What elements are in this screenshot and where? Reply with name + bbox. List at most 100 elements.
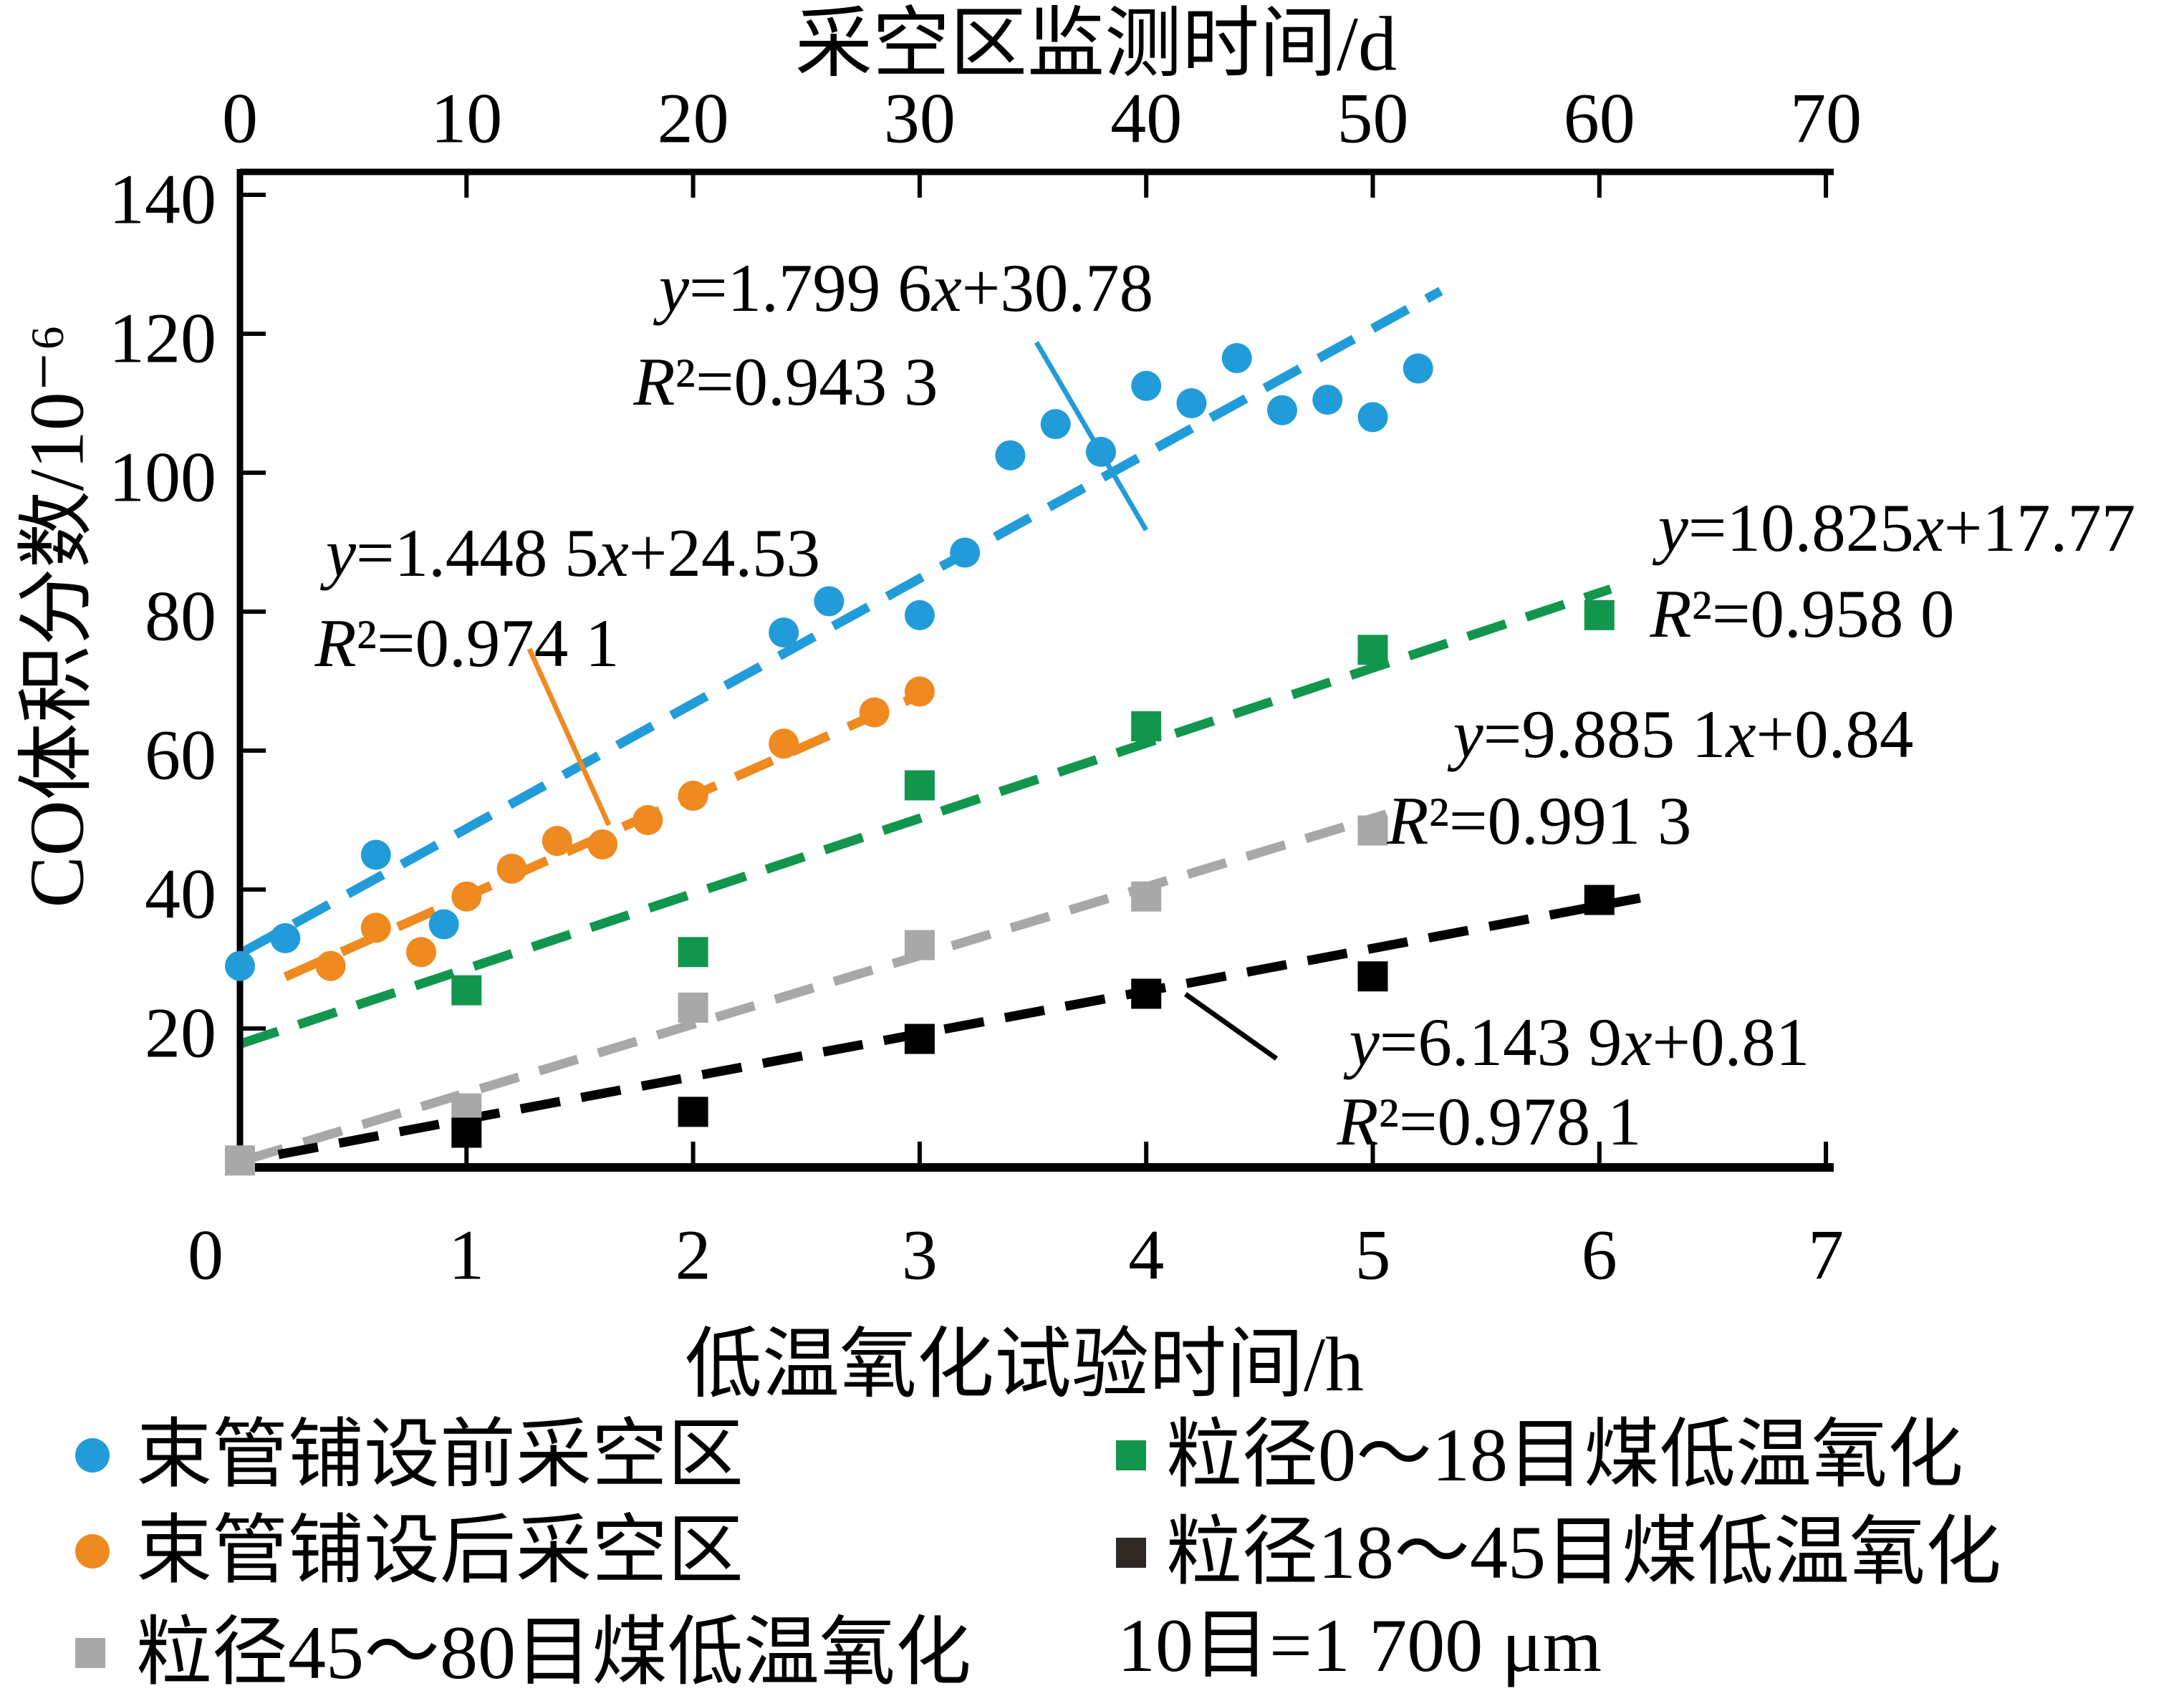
data-point-post-tube-goaf (859, 697, 890, 728)
axes-group: 0 10 20 30 40 50 60 70 0 1 2 3 4 5 6 7 20 40 60 80 100 120 140… (15, 2, 1862, 1408)
annotation-leader-coal-18-45-mesh (1183, 992, 1279, 1061)
annotation-leader-pre-tube-goaf (1034, 341, 1149, 531)
top-axis-tick-label: 70 (1790, 79, 1862, 158)
data-point-post-tube-goaf (542, 826, 572, 857)
data-point-coal-45-80-mesh (225, 1145, 255, 1176)
annotation-pre-tube-goaf: y=1.799 6x+30.78 R²=0.943 3 (632, 250, 1153, 531)
fit-r2-coal-18-45-mesh: R²=0.978 1 (1336, 1084, 1641, 1160)
data-point-pre-tube-goaf (428, 909, 459, 940)
fit-equation-coal-0-18-mesh: y=10.825x+17.77 (1653, 490, 2136, 566)
bottom-axis-tick-label: 2 (675, 1215, 711, 1295)
data-point-coal-18-45-mesh (1584, 885, 1615, 915)
annotation-coal-0-18-mesh: y=10.825x+17.77 R²=0.958 0 (1649, 490, 2135, 652)
bottom-axis-tick-label: 3 (902, 1215, 938, 1295)
data-point-coal-18-45-mesh (678, 1097, 708, 1127)
annotation-coal-45-80-mesh: y=9.885 1x+0.84 R²=0.991 3 (1386, 696, 1913, 859)
bottom-axis-tick-label: 1 (448, 1215, 484, 1295)
top-axis-tick-label: 60 (1564, 79, 1635, 158)
data-point-coal-0-18-mesh (451, 975, 482, 1006)
data-point-pre-tube-goaf (1266, 395, 1297, 425)
fit-r2-coal-45-80-mesh: R²=0.991 3 (1386, 783, 1691, 859)
series-coal-45-80-mesh (225, 815, 1388, 1176)
data-point-pre-tube-goaf (1040, 409, 1071, 440)
bottom-axis-tick-label: 0 (188, 1215, 223, 1295)
data-point-pre-tube-goaf (225, 950, 255, 981)
data-point-coal-0-18-mesh (1584, 599, 1615, 630)
data-point-pre-tube-goaf (360, 839, 391, 870)
top-axis-tick-label: 20 (658, 79, 729, 158)
top-x-axis-title: 采空区监测时间/d (795, 2, 1397, 87)
series-post-tube-goaf (315, 676, 935, 981)
data-point-pre-tube-goaf (904, 599, 935, 630)
bottom-axis-tick-label: 7 (1808, 1215, 1844, 1295)
data-point-post-tube-goaf (678, 781, 708, 811)
data-point-pre-tube-goaf (814, 586, 845, 617)
top-axis-tick-label: 0 (222, 79, 258, 158)
data-point-pre-tube-goaf (995, 440, 1026, 471)
fit-equation-coal-45-80-mesh: y=9.885 1x+0.84 (1448, 696, 1914, 772)
series-coal-0-18-mesh (451, 599, 1615, 1006)
y-axis-tick-label: 60 (145, 716, 216, 795)
y-axis-tick-label: 20 (145, 993, 216, 1073)
data-point-pre-tube-goaf (1403, 353, 1433, 384)
data-point-post-tube-goaf (406, 937, 437, 968)
data-point-pre-tube-goaf (950, 537, 981, 568)
y-axis-tick-label: 120 (109, 299, 216, 378)
top-axis-tick-label: 50 (1337, 79, 1409, 158)
data-point-post-tube-goaf (632, 805, 663, 835)
data-point-coal-0-18-mesh (1357, 635, 1388, 665)
top-axis-tick-label: 30 (884, 79, 956, 158)
annotation-post-tube-goaf: y=1.448 5x+24.53 R²=0.974 1 (314, 515, 820, 827)
data-point-coal-0-18-mesh (1131, 711, 1162, 742)
data-point-coal-18-45-mesh (1357, 961, 1388, 992)
top-axis-tick-label: 40 (1110, 79, 1182, 158)
top-axis-tick-label: 10 (430, 79, 502, 158)
fit-equation-pre-tube-goaf: y=1.799 6x+30.78 (653, 250, 1153, 326)
series-coal-18-45-mesh (451, 885, 1615, 1148)
data-point-post-tube-goaf (496, 853, 527, 884)
data-point-coal-18-45-mesh (451, 1117, 482, 1148)
y-axis-tick-label: 80 (145, 577, 216, 656)
data-point-post-tube-goaf (315, 950, 346, 981)
data-point-coal-0-18-mesh (904, 770, 935, 801)
data-point-pre-tube-goaf (1357, 402, 1388, 433)
data-point-pre-tube-goaf (270, 922, 301, 953)
fit-r2-post-tube-goaf: R²=0.974 1 (314, 605, 619, 681)
y-axis-title: CO体积分数/10⁻⁶ (15, 324, 100, 908)
data-point-pre-tube-goaf (1312, 385, 1343, 415)
data-point-post-tube-goaf (587, 829, 618, 859)
annotations-group: y=1.799 6x+30.78 R²=0.943 3 y=1.448 5x+24.… (314, 250, 2135, 1160)
data-point-coal-45-80-mesh (904, 930, 935, 960)
bottom-axis-tick-label: 6 (1582, 1215, 1617, 1295)
trend-line-post-tube-goaf (283, 685, 933, 981)
data-point-pre-tube-goaf (769, 617, 799, 648)
bottom-axis-tick-label: 4 (1128, 1215, 1164, 1295)
annotation-leader-post-tube-goaf (526, 647, 612, 827)
data-point-post-tube-goaf (451, 881, 482, 912)
data-point-coal-45-80-mesh (678, 992, 708, 1023)
fit-equation-coal-18-45-mesh: y=6.143 9x+0.81 (1344, 1004, 1810, 1080)
data-point-pre-tube-goaf (1176, 388, 1207, 418)
data-point-coal-45-80-mesh (1131, 881, 1162, 912)
data-point-coal-18-45-mesh (1131, 978, 1162, 1009)
data-point-post-tube-goaf (904, 676, 935, 707)
data-point-post-tube-goaf (360, 912, 391, 943)
data-point-pre-tube-goaf (1221, 342, 1252, 373)
y-axis-tick-label: 100 (109, 438, 216, 517)
trend-line-coal-45-80-mesh (243, 809, 1388, 1165)
data-point-coal-45-80-mesh (1357, 815, 1388, 846)
fit-r2-pre-tube-goaf: R²=0.943 3 (632, 344, 938, 420)
bottom-axis-tick-label: 5 (1355, 1215, 1391, 1295)
bottom-x-axis-title: 低温氧化试验时间/h (685, 1323, 1364, 1408)
y-axis-tick-label: 40 (145, 854, 216, 934)
trend-line-pre-tube-goaf (237, 286, 1443, 958)
y-axis-tick-label: 140 (109, 160, 216, 239)
data-point-pre-tube-goaf (1131, 370, 1162, 401)
data-point-coal-18-45-mesh (904, 1023, 935, 1054)
fit-equation-post-tube-goaf: y=1.448 5x+24.53 (320, 515, 820, 591)
fit-r2-coal-0-18-mesh: R²=0.958 0 (1649, 576, 1954, 652)
data-point-post-tube-goaf (769, 728, 799, 759)
